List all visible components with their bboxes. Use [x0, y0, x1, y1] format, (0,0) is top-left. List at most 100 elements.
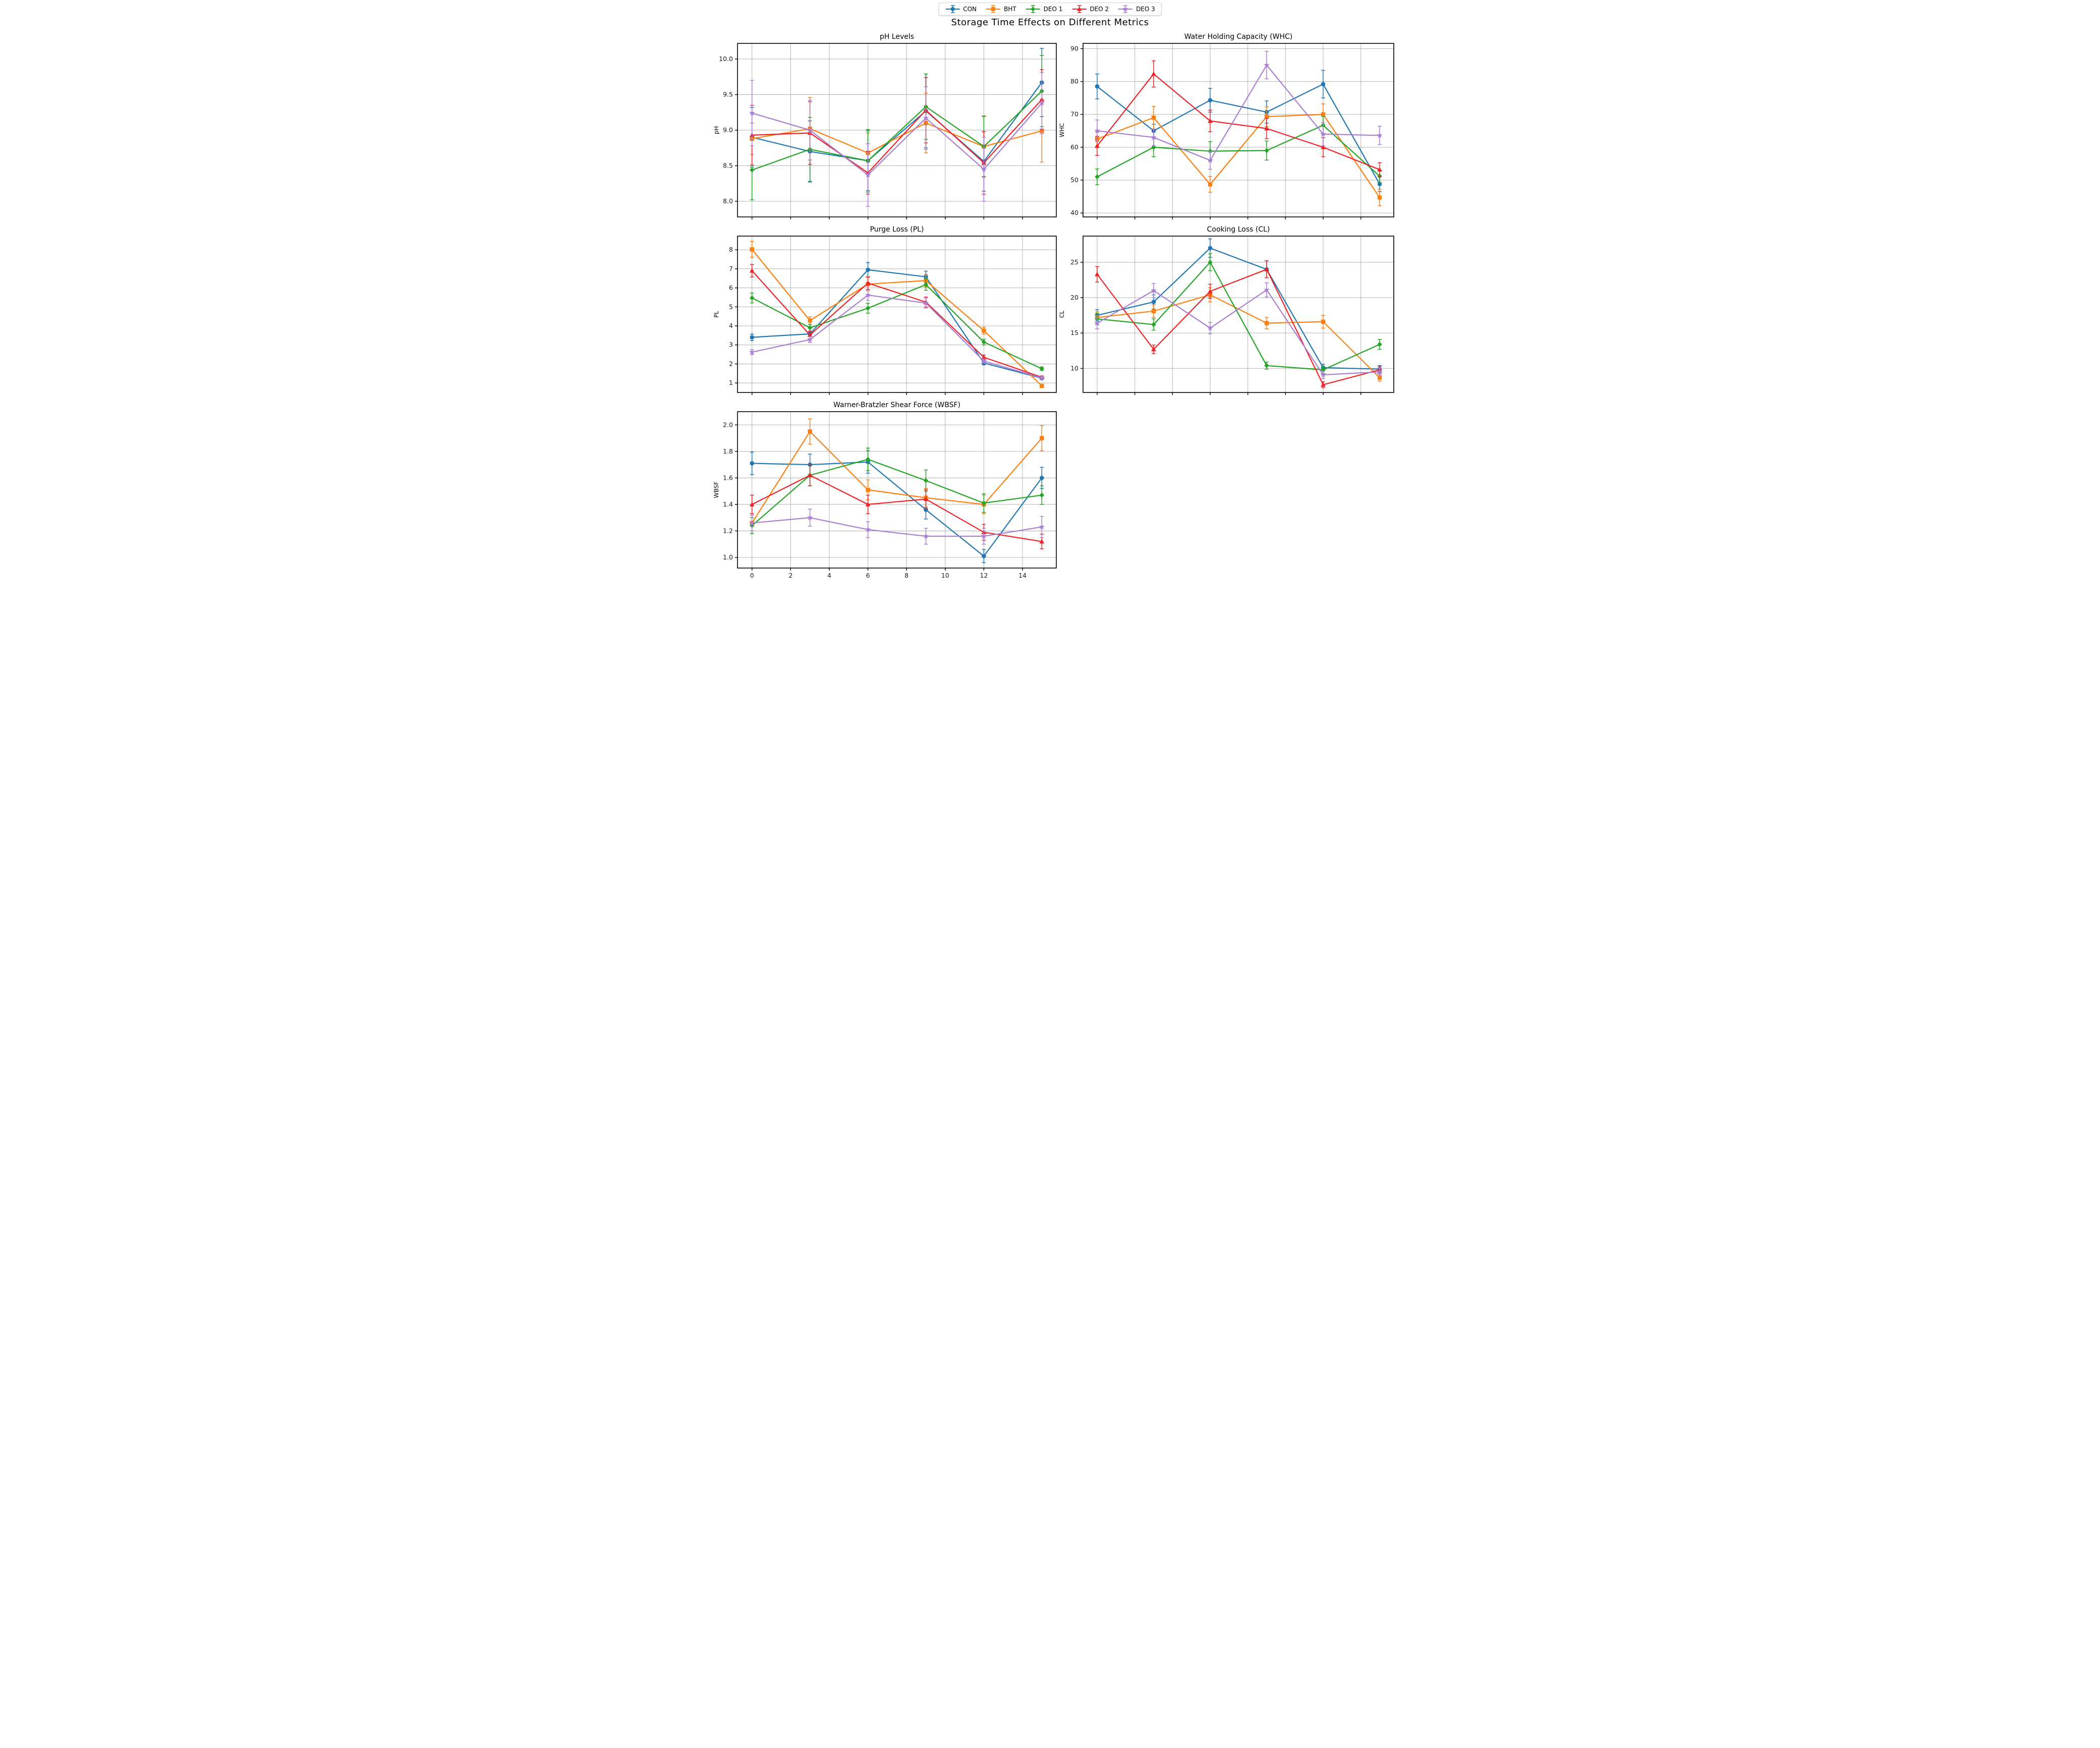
legend-label: DEO 1	[1043, 6, 1063, 13]
legend-item-deo-1: DEO 1	[1026, 5, 1063, 14]
series-deo-2	[749, 464, 1044, 549]
y-axis-label: pH	[713, 126, 720, 134]
plot-frame	[1082, 236, 1394, 393]
plot-frame	[736, 411, 1057, 569]
legend-item-deo-2: DEO 2	[1071, 5, 1109, 14]
subplot-title: Water Holding Capacity (WHC)	[1184, 33, 1292, 41]
series-bht	[750, 418, 1044, 532]
y-tick-label: 7	[729, 265, 733, 272]
series-deo-3	[749, 72, 1045, 207]
series-deo-1	[749, 278, 1044, 372]
circle-marker-icon	[945, 5, 960, 13]
x-tick-label: 10	[941, 572, 949, 579]
y-tick-label: 60	[1070, 143, 1079, 151]
y-axis-label: PL	[713, 311, 720, 318]
legend-label: CON	[963, 6, 977, 13]
legend-item-deo-3: DEO 3	[1118, 5, 1155, 14]
y-tick-label: 20	[1070, 294, 1079, 301]
subplot-title: Warner-Bratzler Shear Force (WBSF)	[833, 401, 960, 409]
x-tick-label: 6	[866, 572, 870, 579]
y-tick-label: 5	[729, 303, 733, 310]
chart-whc: 40 50 60 70 80 90 WHC Water Holding Capacity (W…	[1058, 33, 1394, 219]
subplot-title: Purge Loss (PL)	[870, 225, 924, 234]
y-tick-label: 3	[729, 341, 733, 349]
y-tick-label: 6	[729, 284, 733, 292]
diamond-marker-icon	[1026, 5, 1040, 13]
series-deo-1	[749, 447, 1044, 534]
plot-frame	[736, 236, 1057, 393]
y-tick-label: 40	[1070, 209, 1079, 216]
chart-wbsf: 1.0 1.2 1.4 1.6 1.8 2.0 0 2 4 6 8 10 12 14 WBSF Warner-…	[713, 401, 1057, 579]
y-tick-label: 1.6	[723, 474, 733, 481]
y-tick-label: 1.4	[723, 500, 733, 508]
series-deo-3	[1094, 282, 1383, 379]
series-con	[749, 450, 1044, 563]
y-tick-label: 4	[729, 322, 733, 329]
gridlines	[737, 412, 1056, 568]
y-axis: 1 2 3 4 5 6 7 8	[729, 246, 737, 386]
x-axis: 0 2 4 6 8 10 12 14	[750, 568, 1026, 579]
legend-label: DEO 3	[1136, 6, 1155, 13]
y-tick-label: 1	[729, 379, 733, 386]
series-bht	[1095, 287, 1382, 382]
y-tick-label: 8.0	[723, 197, 733, 205]
y-tick-label: 25	[1070, 258, 1079, 266]
chart-ph: 8.0 8.5 9.0 9.5 10.0 pH pH Levels	[713, 33, 1057, 219]
y-tick-label: 50	[1070, 176, 1079, 184]
y-tick-label: 1.8	[723, 447, 733, 455]
x-tick-label: 8	[904, 572, 909, 579]
legend-label: DEO 2	[1090, 6, 1109, 13]
series-deo-2	[749, 264, 1044, 379]
x-tick-label: 12	[980, 572, 988, 579]
series-deo-2	[1094, 260, 1382, 388]
x-axis	[751, 217, 1023, 219]
x-tick-label: 14	[1018, 572, 1027, 579]
y-tick-label: 2	[729, 360, 733, 367]
series-deo-1	[1094, 253, 1382, 374]
series-deo-3	[749, 509, 1045, 545]
y-tick-label: 10	[1070, 364, 1079, 372]
x-axis	[1096, 392, 1361, 395]
figure-title: Storage Time Effects on Different Metric…	[951, 17, 1149, 28]
subplot-title: Cooking Loss (CL)	[1207, 225, 1270, 234]
series-deo-1	[1094, 116, 1382, 185]
y-axis: 1.0 1.2 1.4 1.6 1.8 2.0	[723, 421, 737, 561]
series-con	[1095, 238, 1382, 373]
y-tick-label: 9.5	[723, 91, 733, 98]
y-tick-label: 2.0	[723, 421, 733, 428]
chart-pl: 1 2 3 4 5 6 7 8 PL Purge Loss (PL)	[713, 225, 1057, 395]
gridlines	[737, 236, 1056, 392]
y-tick-label: 90	[1070, 44, 1079, 52]
x-axis	[751, 392, 1023, 395]
y-tick-label: 10.0	[719, 55, 733, 63]
figure-canvas: CON BHT DEO 1 DEO 2 DEO 3 Storage Time Effec…	[700, 0, 1400, 583]
y-axis: 8.0 8.5 9.0 9.5 10.0	[719, 55, 737, 205]
x-tick-label: 4	[827, 572, 831, 579]
legend: CON BHT DEO 1 DEO 2 DEO 3	[938, 3, 1162, 16]
legend-item-con: CON	[945, 5, 977, 14]
subplot-title: pH Levels	[879, 33, 914, 41]
legend-label: BHT	[1004, 6, 1016, 13]
y-tick-label: 8	[729, 246, 733, 253]
chart-cl: 10 15 20 25 CL Cooking Loss (CL)	[1058, 225, 1394, 395]
x-tick-label: 0	[750, 572, 754, 579]
y-axis-label: WHC	[1058, 123, 1065, 137]
x-axis	[1096, 217, 1361, 219]
y-axis-label: WBSF	[713, 482, 720, 498]
triangle-marker-icon	[1072, 5, 1087, 13]
star-marker-icon	[1118, 5, 1133, 13]
y-axis: 40 50 60 70 80 90	[1070, 44, 1083, 216]
series-bht	[750, 92, 1044, 177]
plot-frame	[1082, 43, 1394, 217]
y-axis-label: CL	[1058, 310, 1065, 318]
series-con	[749, 48, 1044, 192]
y-tick-label: 8.5	[723, 161, 733, 169]
series-con	[1095, 70, 1382, 192]
y-tick-label: 9.0	[723, 126, 733, 134]
y-tick-label: 1.2	[723, 527, 733, 534]
legend-item-bht: BHT	[986, 5, 1016, 14]
series-deo-1	[749, 55, 1044, 200]
y-tick-label: 1.0	[723, 553, 733, 561]
y-tick-label: 15	[1070, 329, 1079, 336]
y-tick-label: 80	[1070, 78, 1079, 85]
